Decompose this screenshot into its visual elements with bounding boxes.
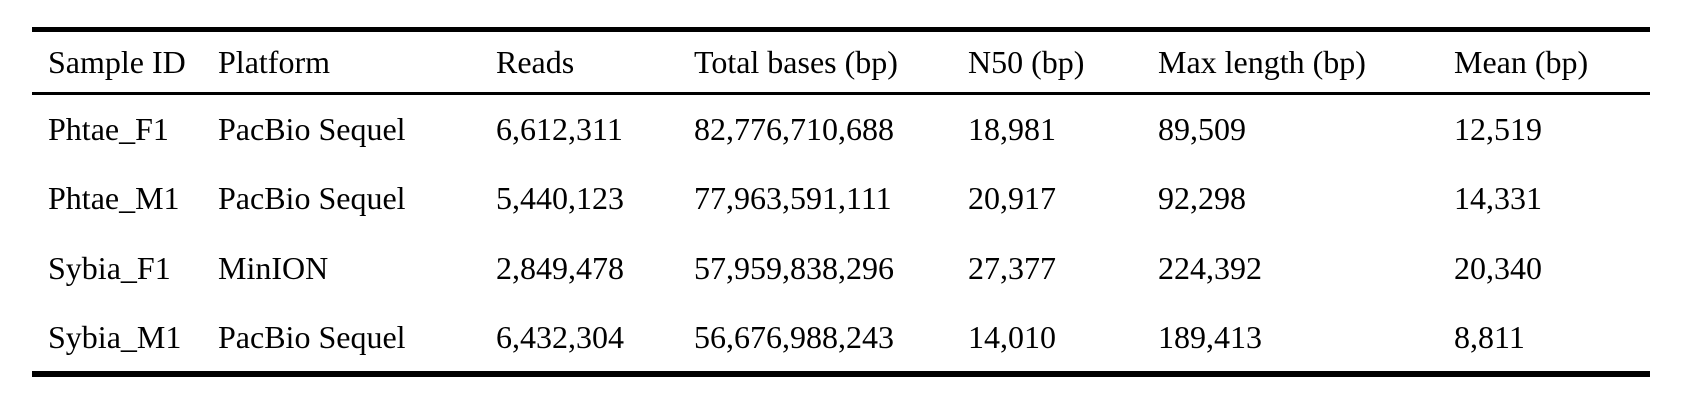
table-row: Sybia_F1 MinION 2,849,478 57,959,838,296… <box>32 234 1650 304</box>
table-body: Phtae_F1 PacBio Sequel 6,612,311 82,776,… <box>32 94 1650 374</box>
cell-total-bases: 82,776,710,688 <box>694 110 894 147</box>
cell-sample-id: Phtae_F1 <box>48 110 169 147</box>
cell-mean: 20,340 <box>1454 250 1542 286</box>
cell-n50: 14,010 <box>968 318 1056 355</box>
cell-sample-id: Sybia_F1 <box>48 250 171 286</box>
cell-reads: 5,440,123 <box>496 180 624 216</box>
table-row: Sybia_M1 PacBio Sequel 6,432,304 56,676,… <box>32 304 1650 374</box>
cell-mean: 12,519 <box>1454 110 1542 147</box>
header-row: Sample ID Platform Reads Total bases (bp… <box>32 30 1650 94</box>
cell-max-length: 89,509 <box>1158 110 1246 147</box>
cell-max-length: 224,392 <box>1158 250 1262 286</box>
cell-sample-id: Sybia_M1 <box>48 318 182 355</box>
table-header: Sample ID Platform Reads Total bases (bp… <box>32 30 1650 94</box>
cell-max-length: 92,298 <box>1158 180 1246 216</box>
cell-n50: 20,917 <box>968 180 1056 216</box>
cell-total-bases: 77,963,591,111 <box>694 180 892 216</box>
sequencing-stats-table: Sample ID Platform Reads Total bases (bp… <box>32 27 1650 377</box>
column-header-n50: N50 (bp) <box>968 43 1085 80</box>
cell-mean: 14,331 <box>1454 180 1542 216</box>
cell-platform: PacBio Sequel <box>218 110 406 147</box>
column-header-max-length: Max length (bp) <box>1158 43 1366 80</box>
cell-n50: 27,377 <box>968 250 1056 286</box>
cell-sample-id: Phtae_M1 <box>48 180 180 216</box>
cell-max-length: 189,413 <box>1158 318 1262 355</box>
column-header-reads: Reads <box>496 43 575 80</box>
cell-reads: 6,612,311 <box>496 110 623 147</box>
column-header-total-bases: Total bases (bp) <box>694 43 898 80</box>
cell-n50: 18,981 <box>968 110 1056 147</box>
cell-platform: PacBio Sequel <box>218 180 406 216</box>
column-header-platform: Platform <box>218 43 330 80</box>
cell-mean: 8,811 <box>1454 318 1525 355</box>
cell-reads: 6,432,304 <box>496 318 624 355</box>
column-header-sample-id: Sample ID <box>48 43 186 80</box>
table-container: Sample ID Platform Reads Total bases (bp… <box>32 27 1650 377</box>
cell-total-bases: 57,959,838,296 <box>694 250 894 286</box>
cell-reads: 2,849,478 <box>496 250 624 286</box>
column-header-mean: Mean (bp) <box>1454 43 1589 80</box>
table-row: Phtae_F1 PacBio Sequel 6,612,311 82,776,… <box>32 94 1650 164</box>
cell-platform: MinION <box>218 250 329 286</box>
table-row: Phtae_M1 PacBio Sequel 5,440,123 77,963,… <box>32 164 1650 234</box>
cell-total-bases: 56,676,988,243 <box>694 318 894 355</box>
cell-platform: PacBio Sequel <box>218 318 406 355</box>
